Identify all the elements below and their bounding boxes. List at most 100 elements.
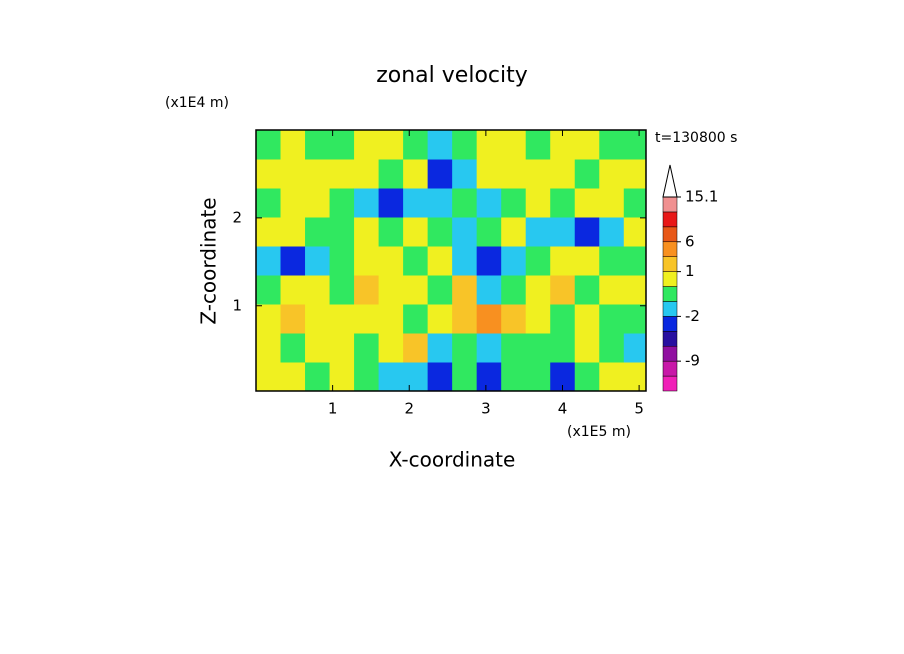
field-cell	[599, 130, 625, 160]
field-cell	[574, 333, 600, 363]
field-cell	[599, 304, 625, 334]
colorbar-extend	[662, 164, 678, 198]
field-cell	[574, 246, 600, 276]
field-cell	[452, 333, 478, 363]
field-cell	[623, 130, 646, 160]
colorbar-cell	[662, 241, 678, 257]
field-cell	[525, 130, 551, 160]
field-cell	[525, 362, 551, 391]
field-cell	[574, 362, 600, 391]
field-cell	[599, 159, 625, 189]
field-cell	[623, 217, 646, 247]
colorbar-cell	[662, 375, 678, 392]
field-cell	[305, 275, 331, 305]
field-cell	[256, 275, 282, 305]
field-cell	[476, 304, 502, 334]
field-cell	[280, 217, 306, 247]
field-cell	[574, 188, 600, 218]
field-cell	[403, 304, 429, 334]
field-cell	[623, 159, 646, 189]
field-cell	[550, 217, 576, 247]
field-cell	[525, 159, 551, 189]
field-cell	[623, 188, 646, 218]
field-cell	[599, 188, 625, 218]
field-cell	[354, 362, 380, 391]
field-cell	[452, 130, 478, 160]
field-cell	[476, 362, 502, 391]
field-cell	[403, 275, 429, 305]
field-cell	[525, 188, 551, 218]
colorbar-cell	[662, 316, 678, 332]
field-cell	[623, 362, 646, 391]
y-tick-label: 1	[232, 296, 242, 314]
field-cell	[403, 159, 429, 189]
field-cell	[354, 188, 380, 218]
field-cell	[280, 188, 306, 218]
colorbar-cell	[662, 211, 678, 228]
field-cell	[427, 333, 453, 363]
y-axis-label: Z-coordinate	[197, 197, 221, 324]
field-cell	[550, 333, 576, 363]
field-cell	[378, 159, 404, 189]
field-cell	[305, 362, 331, 391]
field-cell	[550, 246, 576, 276]
field-cell	[403, 246, 429, 276]
field-cell	[378, 333, 404, 363]
field-cell	[256, 362, 282, 391]
field-cell	[403, 130, 429, 160]
colorbar-tick-label: 1	[685, 262, 695, 280]
field-cell	[574, 275, 600, 305]
field-cell	[305, 246, 331, 276]
field-cell	[403, 188, 429, 218]
field-cell	[525, 333, 551, 363]
field-cell	[329, 217, 355, 247]
field-cell	[354, 304, 380, 334]
field-cell	[599, 246, 625, 276]
x-tick-label: 3	[481, 400, 491, 418]
field-cell	[452, 217, 478, 247]
field-cell	[623, 304, 646, 334]
field-cell	[256, 217, 282, 247]
time-label: t=130800 s	[655, 130, 737, 146]
field-cell	[329, 188, 355, 218]
field-cell	[452, 362, 478, 391]
field-cell	[378, 246, 404, 276]
colorbar-cell	[662, 301, 678, 317]
field-cell	[452, 246, 478, 276]
colorbar-tick-label: -9	[685, 352, 700, 370]
field-cell	[378, 275, 404, 305]
plot-frame	[255, 129, 647, 392]
field-cell	[574, 304, 600, 334]
field-cell	[280, 159, 306, 189]
field-cell	[501, 159, 527, 189]
field-cell	[623, 333, 646, 363]
field-cell	[550, 188, 576, 218]
field-cell	[476, 188, 502, 218]
field-cell	[427, 130, 453, 160]
field-cell	[378, 188, 404, 218]
field-cell	[354, 130, 380, 160]
field-cell	[501, 333, 527, 363]
field-cell	[550, 304, 576, 334]
field-cell	[280, 130, 306, 160]
field-cell	[525, 304, 551, 334]
colorbar-cell	[662, 360, 678, 377]
field-cell	[280, 304, 306, 334]
colorbar-tick-label: 6	[685, 232, 695, 250]
field-cell	[623, 246, 646, 276]
field-cell	[476, 130, 502, 160]
field-cell	[427, 246, 453, 276]
field-cell	[574, 217, 600, 247]
field-cell	[354, 246, 380, 276]
field-cell	[452, 304, 478, 334]
y-unit: (x1E4 m)	[165, 95, 229, 111]
field-cell	[280, 275, 306, 305]
colorbar-cell	[662, 271, 678, 287]
colorbar-cell	[662, 226, 678, 243]
field-cell	[550, 159, 576, 189]
x-unit: (x1E5 m)	[567, 424, 631, 440]
field-cell	[305, 188, 331, 218]
chart-title: zonal velocity	[376, 63, 528, 88]
colorbar-cell	[662, 286, 678, 302]
